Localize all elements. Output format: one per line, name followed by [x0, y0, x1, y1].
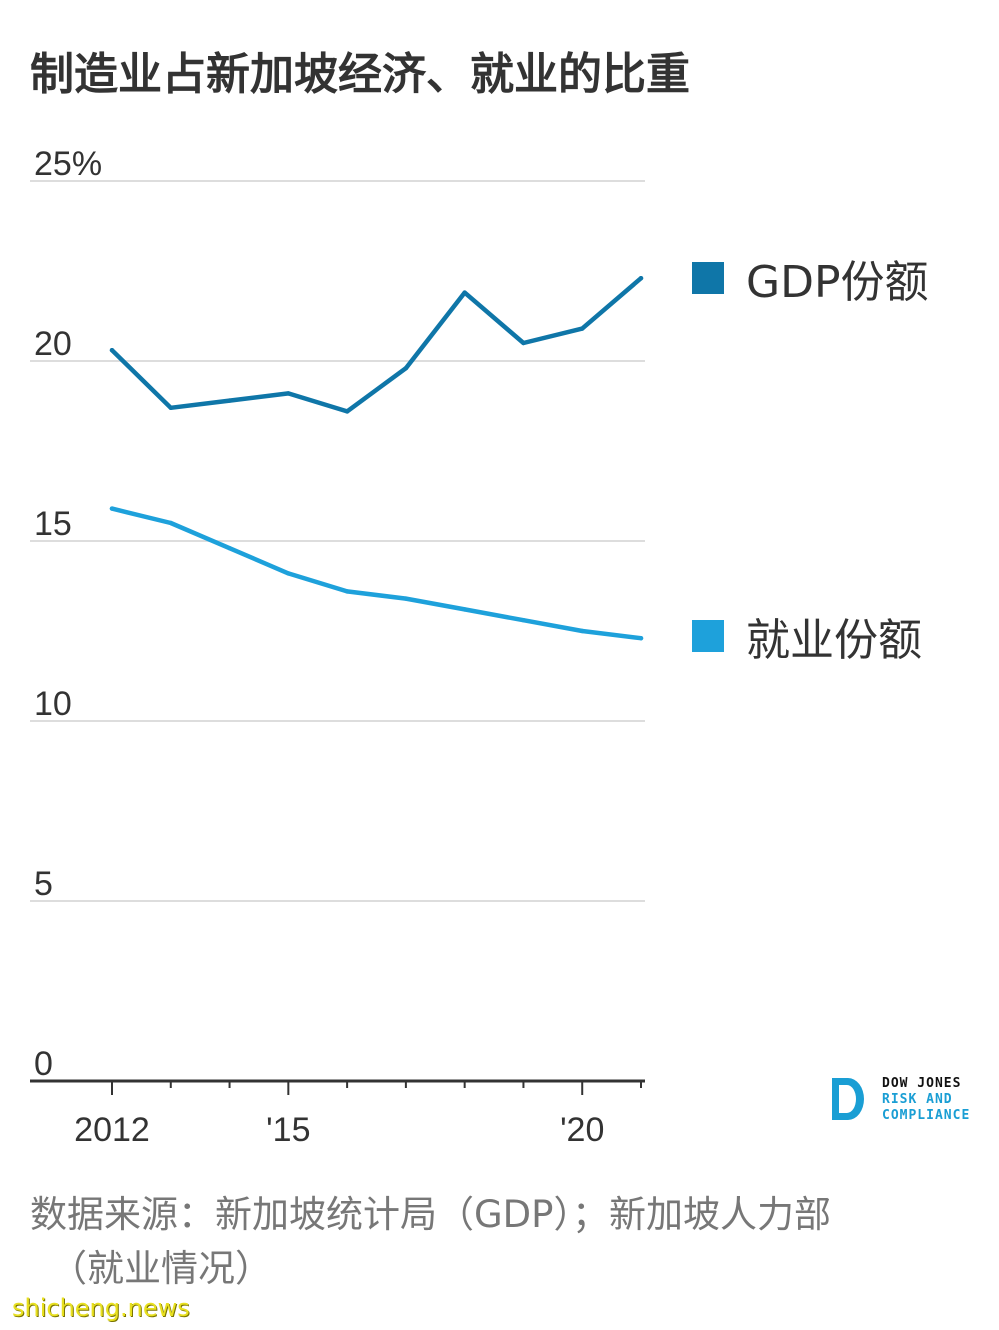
series-0-point-2015 [286, 391, 291, 396]
series-1-point-2013 [168, 520, 173, 526]
legend-swatch-employment [692, 620, 724, 652]
chart-title: 制造业占新加坡经济、就业的比重 [30, 49, 690, 100]
series-0-point-2019 [521, 340, 526, 346]
series-line-1 [109, 506, 644, 641]
y-tick-label-0: 0 [34, 1045, 53, 1083]
series-0-point-2017 [403, 366, 409, 371]
logo-line-1: DOW JONES [882, 1076, 962, 1091]
x-tick-label-2020: '20 [560, 1111, 604, 1149]
series-1-point-2017 [403, 596, 409, 601]
series-line-0 [109, 275, 644, 414]
series-1-point-2018 [462, 607, 467, 612]
y-tick-label-25: 25% [34, 145, 102, 183]
line-chart: 0 5 10 15 20 25% 2012 '15 '20 [30, 145, 645, 1149]
series-0-point-2021 [638, 276, 644, 281]
dow-jones-logo: DOW JONES RISK AND COMPLIANCE [830, 1076, 970, 1124]
series-1-point-2015 [286, 571, 291, 576]
x-tick-label-2015: '15 [266, 1111, 310, 1149]
legend-label-employment: 就业份额 [746, 615, 922, 666]
x-tick-label-2012: 2012 [74, 1111, 150, 1149]
y-tick-label-20: 20 [34, 325, 72, 363]
source-note: 数据来源：新加坡统计局（GDP）；新加坡人力部 （就业情况） [30, 1188, 970, 1296]
legend-item-gdp: GDP份额 [692, 246, 929, 310]
series-0-point-2016 [344, 409, 350, 414]
y-tick-label-15: 15 [34, 505, 72, 543]
legend-item-employment: 就业份额 [692, 604, 922, 668]
legend-swatch-gdp [692, 262, 724, 294]
source-line-2: （就业情况） [50, 1247, 272, 1290]
series-1-point-2020 [580, 628, 585, 634]
series-0-point-2012 [109, 348, 115, 353]
y-tick-label-5: 5 [34, 865, 53, 903]
series-1-point-2019 [521, 618, 526, 623]
series-0-point-2014 [227, 398, 232, 403]
series-1-point-2016 [344, 589, 350, 594]
source-line-1: 数据来源：新加坡统计局（GDP）；新加坡人力部 [30, 1193, 831, 1236]
series-0-point-2020 [580, 326, 585, 331]
series-1-point-2012 [109, 506, 115, 511]
watermark: shicheng.news [12, 1294, 190, 1322]
series-0-point-2018 [462, 290, 467, 295]
series-0-point-2013 [168, 405, 173, 410]
logo-line-3: COMPLIANCE [882, 1108, 971, 1123]
series-1-point-2021 [638, 636, 644, 641]
dow-jones-logo-icon [832, 1078, 864, 1120]
y-tick-label-10: 10 [34, 685, 72, 723]
logo-line-2: RISK AND [882, 1092, 953, 1107]
legend-label-gdp: GDP份额 [746, 257, 929, 308]
series-1-point-2014 [227, 546, 232, 551]
